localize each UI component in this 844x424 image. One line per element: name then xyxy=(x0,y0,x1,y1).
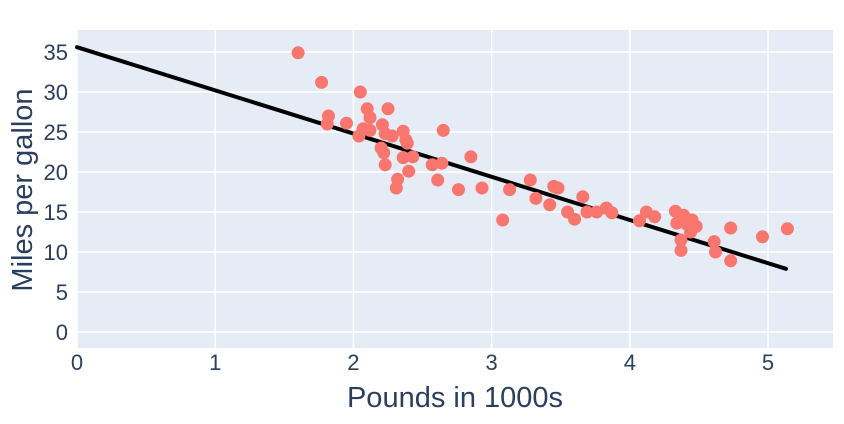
y-tick-label: 35 xyxy=(44,40,68,65)
x-tick-label: 2 xyxy=(347,350,359,375)
data-point[interactable] xyxy=(340,116,353,130)
data-point[interactable] xyxy=(396,151,410,165)
data-point[interactable] xyxy=(291,46,305,60)
x-tick-label: 0 xyxy=(71,350,83,375)
data-point[interactable] xyxy=(400,136,414,150)
data-point[interactable] xyxy=(406,150,420,164)
y-tick-label: 25 xyxy=(44,120,68,145)
data-point[interactable] xyxy=(436,123,450,137)
data-point[interactable] xyxy=(363,111,377,125)
y-tick-labels: 0 5 10 15 20 25 30 35 xyxy=(44,40,68,345)
data-point[interactable] xyxy=(322,109,335,123)
data-point[interactable] xyxy=(724,254,738,268)
data-point[interactable] xyxy=(363,123,377,137)
y-tick-label: 30 xyxy=(44,80,68,105)
trend-line[interactable] xyxy=(75,45,788,271)
data-point[interactable] xyxy=(425,158,439,172)
data-point[interactable] xyxy=(503,183,517,197)
data-point[interactable] xyxy=(780,222,794,236)
data-point[interactable] xyxy=(551,181,565,195)
data-point[interactable] xyxy=(381,102,395,116)
y-tick-label: 20 xyxy=(44,160,68,185)
x-axis-title: Pounds in 1000s xyxy=(346,382,564,414)
x-tick-label: 4 xyxy=(624,350,636,375)
x-tick-label: 1 xyxy=(209,350,221,375)
y-axis-title: Miles per gallon xyxy=(7,88,39,292)
data-point[interactable] xyxy=(475,181,489,195)
data-point[interactable] xyxy=(707,235,721,249)
y-tick-label: 10 xyxy=(44,240,68,265)
data-point[interactable] xyxy=(391,172,405,186)
data-point[interactable] xyxy=(633,214,646,228)
data-point[interactable] xyxy=(385,129,399,143)
data-point[interactable] xyxy=(648,210,662,224)
data-point[interactable] xyxy=(689,219,703,233)
data-point[interactable] xyxy=(402,164,416,178)
data-point[interactable] xyxy=(709,245,722,259)
data-point[interactable] xyxy=(580,205,594,219)
trend-line-group xyxy=(75,45,788,271)
y-tick-label: 0 xyxy=(56,320,68,345)
data-point[interactable] xyxy=(377,146,391,160)
x-tick-label: 3 xyxy=(486,350,498,375)
y-tick-label: 5 xyxy=(56,280,68,305)
data-point[interactable] xyxy=(605,206,619,220)
data-point[interactable] xyxy=(315,75,329,89)
data-point[interactable] xyxy=(543,198,557,212)
y-tick-label: 15 xyxy=(44,200,68,225)
x-tick-labels: 0 1 2 3 4 5 xyxy=(71,350,774,375)
data-point[interactable] xyxy=(435,156,449,170)
x-tick-label: 5 xyxy=(762,350,774,375)
data-point[interactable] xyxy=(464,150,478,164)
data-point[interactable] xyxy=(568,212,582,226)
data-point[interactable] xyxy=(756,230,769,244)
data-point[interactable] xyxy=(378,158,392,172)
data-point[interactable] xyxy=(674,243,688,257)
data-point[interactable] xyxy=(452,183,465,197)
gridlines xyxy=(76,30,833,348)
data-point[interactable] xyxy=(496,213,510,227)
data-point[interactable] xyxy=(431,173,445,187)
data-point[interactable] xyxy=(674,233,688,247)
data-point[interactable] xyxy=(529,191,543,205)
data-point[interactable] xyxy=(576,190,590,204)
scatter-points xyxy=(291,46,794,268)
data-point[interactable] xyxy=(353,85,367,99)
data-point[interactable] xyxy=(724,221,738,235)
data-point[interactable] xyxy=(523,173,537,187)
